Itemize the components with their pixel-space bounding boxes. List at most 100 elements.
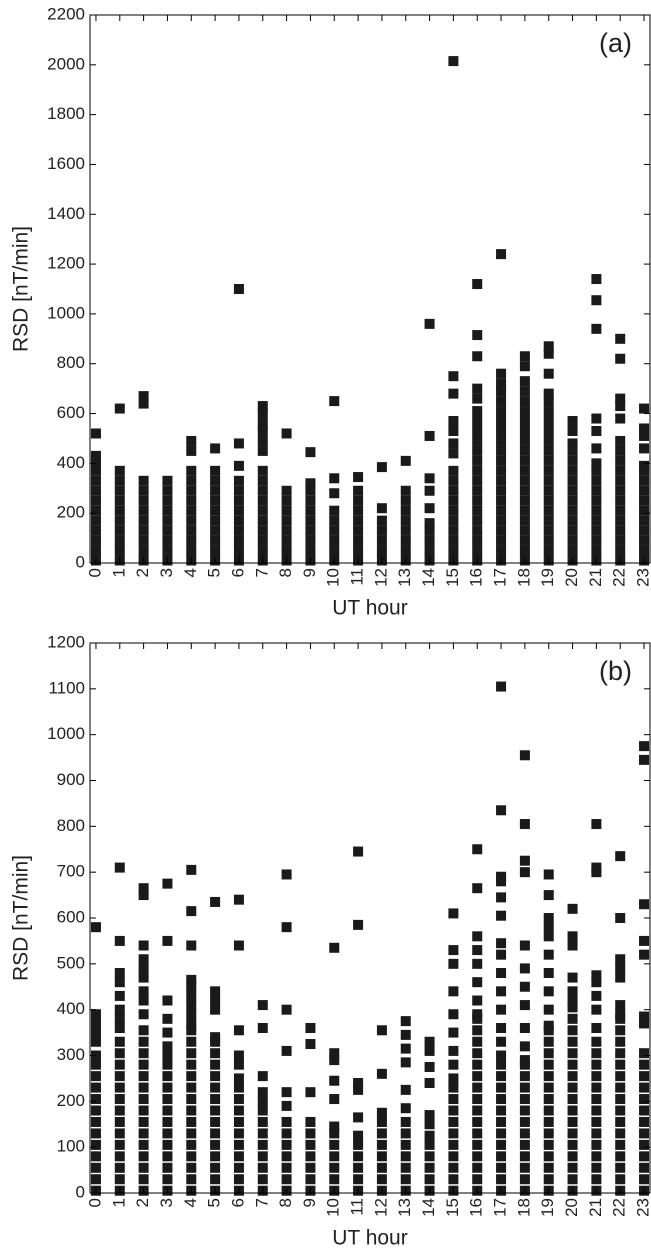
marker — [543, 406, 554, 417]
marker — [543, 1082, 554, 1093]
marker — [567, 416, 578, 427]
marker — [305, 1023, 316, 1033]
x-tick-label: 13 — [395, 568, 414, 587]
marker — [353, 495, 364, 506]
marker — [257, 418, 268, 429]
marker — [281, 1100, 292, 1111]
marker — [567, 475, 578, 486]
marker — [472, 1059, 483, 1070]
marker — [281, 1004, 292, 1015]
marker — [376, 1107, 387, 1118]
marker — [376, 1116, 387, 1127]
marker — [448, 1094, 459, 1105]
marker — [472, 1128, 483, 1139]
marker — [257, 435, 268, 446]
marker — [186, 1025, 197, 1036]
x-tick-label: 18 — [514, 568, 533, 587]
x-tick-label: 16 — [467, 568, 486, 587]
x-tick-label: 6 — [228, 568, 247, 577]
marker — [90, 1162, 101, 1173]
marker — [305, 495, 316, 506]
marker — [376, 1174, 387, 1185]
y-tick-label: 200 — [57, 503, 85, 522]
marker — [472, 995, 483, 1006]
marker — [210, 1174, 221, 1185]
marker — [138, 535, 149, 546]
marker — [543, 949, 554, 960]
marker — [496, 871, 507, 882]
marker — [114, 977, 125, 988]
marker — [591, 425, 602, 436]
marker — [496, 505, 507, 516]
marker — [615, 465, 626, 476]
marker — [639, 423, 650, 434]
marker — [519, 750, 530, 761]
marker — [567, 931, 578, 942]
marker — [519, 545, 530, 556]
marker — [591, 495, 602, 506]
marker — [543, 986, 554, 997]
marker — [186, 535, 197, 546]
x-tick-label: 22 — [610, 568, 629, 587]
marker — [186, 1139, 197, 1150]
marker — [90, 495, 101, 506]
marker — [424, 1078, 435, 1088]
marker — [496, 1004, 507, 1015]
marker — [305, 1139, 316, 1150]
marker — [567, 438, 578, 449]
marker — [543, 922, 554, 933]
marker — [186, 1105, 197, 1116]
marker — [114, 1105, 125, 1116]
marker — [639, 505, 650, 516]
y-tick-label: 300 — [57, 1045, 85, 1064]
marker — [591, 295, 602, 306]
marker — [639, 545, 650, 556]
marker — [543, 368, 554, 379]
marker — [591, 862, 602, 873]
marker — [472, 505, 483, 516]
marker — [353, 1078, 364, 1088]
marker — [639, 485, 650, 496]
marker — [400, 485, 411, 496]
x-tick-label: 15 — [443, 568, 462, 587]
marker — [591, 1023, 602, 1033]
marker — [615, 1128, 626, 1139]
marker — [639, 525, 650, 536]
marker — [90, 1059, 101, 1070]
marker — [329, 1048, 340, 1059]
marker — [519, 1139, 530, 1150]
marker — [305, 535, 316, 546]
marker — [472, 515, 483, 526]
marker — [543, 890, 554, 901]
marker — [257, 1096, 268, 1107]
marker — [210, 1082, 221, 1093]
marker — [257, 535, 268, 546]
marker — [448, 416, 459, 427]
marker — [591, 1105, 602, 1116]
marker — [496, 406, 507, 417]
marker — [519, 485, 530, 496]
x-tick-label: 10 — [324, 1198, 343, 1217]
marker — [90, 1094, 101, 1105]
marker — [567, 903, 578, 914]
marker — [448, 1105, 459, 1116]
marker — [496, 378, 507, 389]
marker — [400, 515, 411, 526]
marker — [233, 545, 244, 556]
marker — [114, 1128, 125, 1139]
marker — [138, 883, 149, 894]
marker — [472, 351, 483, 362]
x-axis-label: UT hour — [332, 1227, 407, 1250]
marker — [519, 475, 530, 486]
marker — [472, 279, 483, 290]
marker — [376, 1151, 387, 1162]
marker — [186, 475, 197, 486]
marker — [186, 445, 197, 456]
marker — [519, 1023, 530, 1033]
marker — [448, 438, 459, 449]
x-tick-label: 23 — [634, 1198, 651, 1217]
marker — [496, 425, 507, 436]
marker — [257, 401, 268, 412]
marker — [138, 1174, 149, 1185]
